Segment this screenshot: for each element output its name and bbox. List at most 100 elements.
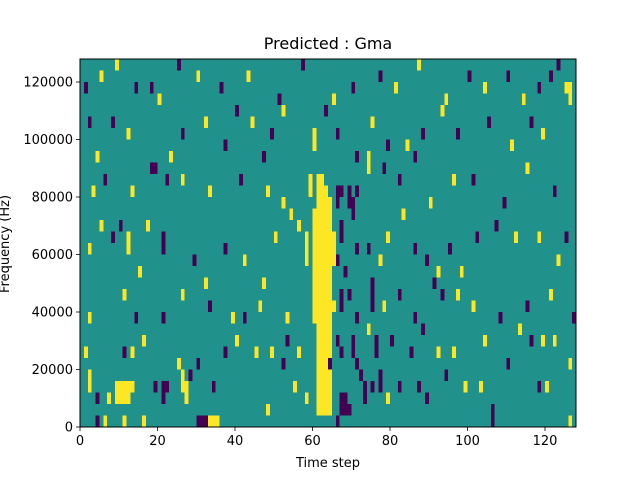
heatmap-cell [122,346,127,358]
heatmap-cell [153,381,158,393]
heatmap-cell [235,335,239,347]
heatmap-cell [494,220,499,232]
heatmap-cell [362,381,367,404]
x-tick-label: 60 [304,434,321,449]
heatmap-cell [564,231,569,243]
heatmap-cell [339,220,344,243]
heatmap-cell [483,335,487,347]
heatmap-cell [459,266,464,278]
heatmap-cell [572,312,577,324]
heatmap-cell [103,174,108,186]
heatmap-cell [111,231,115,243]
heatmap-cell [126,231,131,255]
heatmap-cell [502,197,507,209]
heatmap-cell [157,93,162,105]
heatmap-cell [87,116,92,128]
heatmap-cell [483,82,487,94]
heatmap-cell [192,254,197,266]
heatmap-cell [378,70,383,82]
heatmap-cell [331,300,336,312]
heatmap-cell [196,415,201,427]
heatmap-cell [293,381,298,393]
heatmap-cell [568,82,573,105]
heatmap-cell [266,185,270,197]
y-tick-label: 0 [65,421,73,436]
plot-frame [79,58,577,428]
heatmap-cell [370,381,375,393]
heatmap-cell [335,415,340,427]
heatmap-cell [525,300,530,312]
heatmap-cell [87,312,92,324]
heatmap-cells [83,59,577,427]
heatmap-cell [417,59,422,71]
heatmap-cell [355,358,360,370]
y-tick-label: 60000 [32,248,73,263]
heatmap-cell [122,289,127,301]
heatmap-cell [351,197,356,220]
heatmap-cell [545,381,549,393]
heatmap-cell [180,174,185,186]
heatmap-cell [343,392,348,416]
heatmap-cell [87,369,92,393]
heatmap-cell [95,392,100,404]
heatmap-cell [149,162,154,174]
heatmap-cell [444,93,449,105]
heatmap-cell [312,128,317,151]
heatmap-cell [138,266,143,278]
heatmap-cell [436,346,441,358]
heatmap-cell [359,369,363,381]
heatmap-cell [204,415,208,427]
heatmap-cell [95,415,100,427]
heatmap-cell [266,404,270,416]
heatmap-cell [440,289,445,301]
heatmap-cell [382,300,387,312]
heatmap-cell [343,266,348,278]
heatmap-cell [339,289,344,312]
heatmap-cell [188,369,193,381]
heatmap-cell [455,128,460,140]
heatmap-cell [142,335,146,347]
heatmap-cell [413,312,418,324]
x-tick-label: 20 [149,434,166,449]
heatmap-cell [196,70,201,82]
y-tick-label: 100000 [23,133,73,148]
heatmap-cell [455,289,460,301]
heatmap-cell [486,116,491,128]
heatmap-cell [510,139,515,151]
heatmap-cell [405,139,410,151]
heatmap-cell [281,197,286,209]
heatmap-cell [370,116,375,128]
heatmap-cell [161,381,166,404]
heatmap-cell [142,415,146,427]
heatmap-cell [537,82,542,94]
y-tick-label: 120000 [23,76,73,91]
heatmap-cell [285,335,290,347]
heatmap-cell [355,243,360,255]
heatmap-cell [324,105,329,117]
heatmap-cell [223,243,228,255]
heatmap-cell [517,323,522,335]
heatmap-cell [134,82,139,94]
heatmap-cell [246,70,251,82]
heatmap-cell [409,346,414,358]
heatmap-cell [556,254,561,266]
heatmap-cell [541,128,546,140]
heatmap-cell [223,346,228,358]
heatmap-cell [452,174,456,186]
heatmap-cell [444,369,449,381]
heatmap-cell [386,231,391,243]
heatmap-cell [269,346,274,358]
heatmap-cell [281,105,286,117]
heatmap-cell [281,358,286,370]
heatmap-cell [393,82,398,94]
heatmap-cell [564,82,569,94]
heatmap-cell [165,174,170,186]
y-axis-label: Frequency (Hz) [0,195,13,293]
heatmap-cell [424,254,429,266]
heatmap-cell [498,312,503,324]
heatmap-cell [355,151,360,163]
heatmap-cell [312,208,317,324]
heatmap-cell [169,151,174,163]
heatmap-cell [126,128,131,140]
heatmap-cell [366,323,371,335]
